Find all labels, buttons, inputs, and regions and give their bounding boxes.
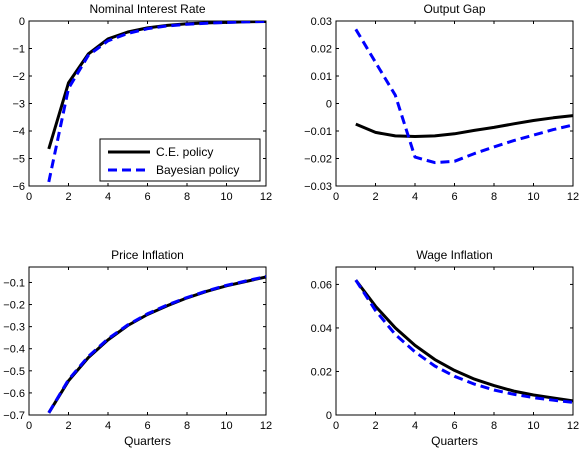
y-tick-label: −0.02 [304, 154, 332, 166]
x-tick-label: 6 [451, 191, 457, 203]
y-tick-label: −0.5 [3, 366, 25, 378]
chart-panel-2: Price Inflation 0 2 4 6 8 10 12 −0.7 −0.6 −0.5 −0.4… [3, 248, 272, 448]
y-tick-label: 0.02 [311, 44, 332, 56]
legend-entry-label: C.E. policy [156, 145, 213, 159]
x-tick-label: 12 [260, 191, 272, 203]
series-line-ce-policy [355, 114, 573, 138]
x-tick-label: 4 [105, 420, 111, 432]
y-tick-label: −0.2 [3, 300, 25, 312]
x-tick-label: 12 [567, 191, 579, 203]
y-tick-label: 0.02 [311, 366, 332, 378]
x-tick-label: 6 [144, 191, 150, 203]
y-tick-label: −0.03 [304, 181, 332, 193]
x-tick-label: 4 [412, 191, 418, 203]
x-tick-label: 2 [372, 191, 378, 203]
chart-panel-3: Wage Inflation 0 2 4 6 8 10 12 0 0.02 0.04 0.06 Quar… [311, 248, 580, 448]
series-line-bayesian-policy [47, 21, 266, 183]
y-tick-label: 0.03 [311, 16, 332, 28]
y-tick-label: −6 [12, 181, 25, 193]
x-tick-label: 6 [451, 420, 457, 432]
y-tick-label: −0.3 [3, 322, 25, 334]
chart-title: Wage Inflation [416, 248, 492, 262]
x-tick-label: 0 [26, 420, 32, 432]
y-tick-label: 0 [19, 16, 25, 28]
x-tick-label: 2 [65, 420, 71, 432]
x-tick-label: 12 [567, 420, 579, 432]
y-tick-label: −1 [12, 44, 25, 56]
x-axis-label: Quarters [124, 434, 171, 448]
series-line-ce-policy [354, 279, 573, 403]
y-tick-label: −4 [12, 126, 25, 138]
y-tick-label: −0.6 [3, 388, 25, 400]
series-line-bayesian-policy [354, 28, 573, 165]
x-tick-label: 0 [26, 191, 32, 203]
x-tick-label: 12 [260, 420, 272, 432]
series-line-bayesian-policy [47, 275, 266, 414]
y-tick-label: −0.1 [3, 277, 25, 289]
legend-entry-label: Bayesian policy [156, 163, 239, 177]
x-tick-label: 10 [220, 420, 232, 432]
legend: C.E. policy Bayesian policy [99, 138, 261, 182]
x-tick-label: 8 [184, 420, 190, 432]
series-line-bayesian-policy [354, 279, 573, 404]
x-tick-label: 4 [105, 191, 111, 203]
chart-title: Price Inflation [111, 248, 184, 262]
y-tick-label: 0.04 [311, 323, 332, 335]
y-tick-label: −5 [12, 154, 25, 166]
x-tick-label: 10 [527, 191, 539, 203]
x-tick-label: 8 [491, 420, 497, 432]
axes-frame [335, 20, 574, 187]
x-tick-label: 10 [220, 191, 232, 203]
x-tick-label: 0 [333, 191, 339, 203]
y-tick-label: 0.06 [311, 279, 332, 291]
y-tick-label: −3 [12, 99, 25, 111]
y-tick-label: −0.4 [3, 344, 25, 356]
x-tick-label: 8 [491, 191, 497, 203]
x-tick-label: 4 [412, 420, 418, 432]
chart-title: Nominal Interest Rate [89, 2, 205, 16]
x-tick-label: 0 [333, 420, 339, 432]
x-tick-label: 2 [65, 191, 71, 203]
y-tick-label: 0.01 [311, 71, 332, 83]
x-tick-label: 8 [184, 191, 190, 203]
y-tick-label: 0 [326, 99, 332, 111]
y-tick-label: −2 [12, 71, 25, 83]
axes-frame [335, 266, 574, 416]
chart-panel-0: Nominal Interest Rate 0 2 4 6 8 10 12 −6 −5 −4 −3 −2… [12, 2, 272, 203]
y-tick-label: −0.7 [3, 410, 25, 422]
legend-box [99, 138, 261, 182]
chart-title: Output Gap [423, 2, 485, 16]
y-tick-label: −0.01 [304, 126, 332, 138]
y-tick-label: 0 [326, 410, 332, 422]
x-tick-label: 2 [372, 420, 378, 432]
x-tick-label: 6 [144, 420, 150, 432]
chart-panel-1: Output Gap 0 2 4 6 8 10 12 −0.03 −0.02 −0.01 0 0.01 0… [304, 2, 579, 203]
x-axis-label: Quarters [431, 434, 478, 448]
axes-frame [28, 266, 267, 416]
x-tick-label: 10 [527, 420, 539, 432]
